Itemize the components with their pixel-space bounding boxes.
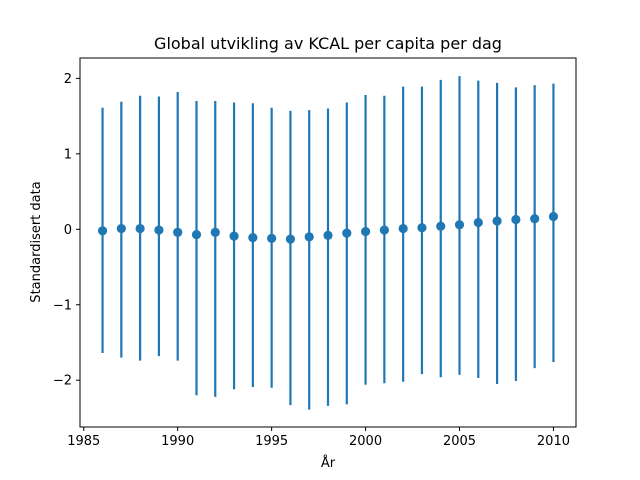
data-point (304, 232, 314, 242)
data-point (492, 216, 502, 226)
data-point (248, 232, 258, 243)
chart-title: Global utvikling av KCAL per capita per … (154, 34, 502, 53)
data-point (191, 229, 202, 240)
data-point (285, 234, 296, 244)
y-axis-label: Standardisert data (29, 181, 44, 302)
data-point (135, 223, 145, 234)
x-tick-label: 2005 (443, 434, 476, 449)
plot-area (97, 76, 559, 410)
data-point (116, 223, 126, 234)
data-point (454, 220, 465, 230)
data-point (97, 226, 108, 236)
data-point (548, 211, 559, 222)
x-tick-label: 1990 (161, 434, 194, 449)
data-point (417, 223, 427, 233)
plot-frame (79, 57, 577, 428)
x-tick-label: 2010 (537, 434, 570, 449)
data-point (436, 221, 446, 231)
y-tick-label: 0 (64, 223, 72, 238)
y-tick-label: −1 (53, 298, 72, 313)
data-point (511, 214, 521, 225)
data-point (379, 225, 389, 235)
data-point (530, 214, 540, 224)
data-point (323, 230, 333, 240)
data-point (267, 233, 277, 243)
data-point (173, 227, 183, 237)
data-point (342, 228, 352, 238)
y-axis: −2 −1 0 1 2 (53, 72, 80, 389)
x-tick-label: 1995 (255, 434, 288, 449)
data-point (398, 223, 408, 234)
y-tick-label: 2 (64, 72, 72, 87)
data-point (154, 225, 164, 235)
y-tick-label: −2 (53, 374, 72, 389)
x-axis-label: År (321, 455, 336, 471)
x-tick-label: 2000 (349, 434, 382, 449)
data-point (210, 227, 220, 237)
data-point (229, 231, 239, 241)
x-axis: 1985 1990 1995 2000 2005 2010 (67, 427, 570, 449)
y-tick-label: 1 (64, 147, 72, 162)
x-tick-label: 1985 (67, 434, 100, 449)
data-point (473, 217, 483, 228)
data-point (360, 226, 371, 237)
